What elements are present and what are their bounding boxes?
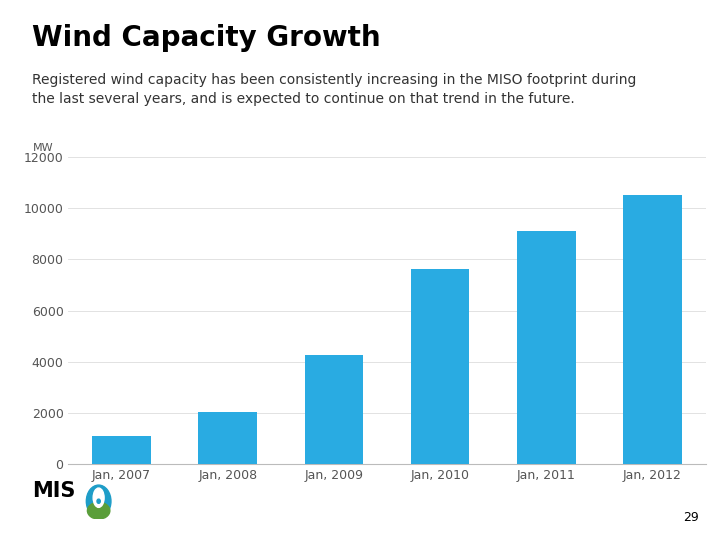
Text: 29: 29 (683, 511, 698, 524)
Text: Wind Capacity Growth: Wind Capacity Growth (32, 24, 381, 52)
Ellipse shape (97, 499, 100, 503)
Bar (517, 231, 575, 464)
Ellipse shape (87, 502, 110, 519)
Bar (624, 195, 682, 464)
Bar (305, 355, 363, 464)
Text: MW: MW (32, 143, 53, 153)
Ellipse shape (93, 488, 104, 508)
Bar (411, 269, 469, 464)
Bar (199, 412, 257, 464)
Text: MIS: MIS (32, 481, 76, 502)
Bar (92, 436, 150, 464)
Ellipse shape (86, 485, 111, 517)
Text: Registered wind capacity has been consistently increasing in the MISO footprint : Registered wind capacity has been consis… (32, 73, 636, 106)
